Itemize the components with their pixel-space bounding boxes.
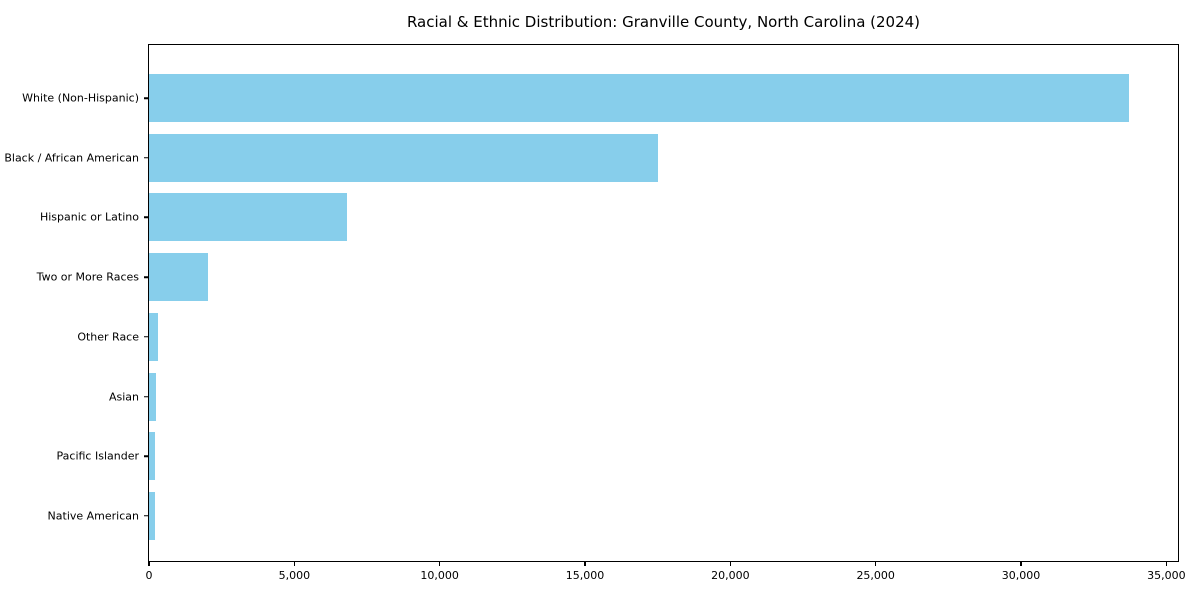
x-axis-tick-mark [293, 561, 296, 566]
x-axis-tick-label: 0 [145, 569, 153, 582]
x-axis-tick-label: 5,000 [278, 569, 311, 582]
category-label: Black / African American [4, 151, 139, 165]
bar-two-or-more-races [149, 253, 208, 302]
chart-title: Racial & Ethnic Distribution: Granville … [406, 13, 921, 31]
bar-row: Native American [48, 491, 1178, 540]
category-label: Other Race [77, 330, 139, 344]
bar-row: Pacific Islander [57, 432, 1178, 481]
x-axis-tick-label: 20,000 [711, 569, 750, 582]
category-label: Asian [108, 390, 139, 404]
y-axis-tick-mark [144, 336, 149, 338]
bar-hispanic-or-latino [149, 193, 347, 242]
y-axis-tick-mark [144, 216, 149, 219]
x-axis-tick-mark [1020, 561, 1022, 566]
bar-row: White (Non-Hispanic) [22, 74, 1178, 122]
y-axis-tick-mark [144, 276, 149, 278]
bar-row: Hispanic or Latino [40, 193, 1178, 242]
x-axis-tick-mark [729, 561, 732, 566]
category-label: Hispanic or Latino [39, 210, 139, 224]
bar-row: Asian [109, 372, 1178, 421]
y-axis-tick-mark [144, 156, 149, 159]
y-axis-tick-mark [144, 515, 149, 517]
bar-other-race [149, 312, 158, 361]
bar-white-non-hispanic [149, 74, 1129, 122]
bar-pacific-islander [149, 432, 156, 481]
y-axis-tick-mark [144, 395, 149, 398]
category-label: Native American [47, 509, 139, 523]
x-axis-tick-mark [874, 561, 877, 566]
bar-asian [149, 372, 157, 421]
category-label: White (Non-Hispanic) [22, 91, 139, 105]
x-axis-tick-mark [584, 561, 586, 566]
x-axis-tick-label: 15,000 [565, 569, 605, 582]
x-axis-tick-mark [438, 561, 441, 566]
bar-row: Other Race [77, 312, 1178, 361]
x-axis-tick-label: 30,000 [1001, 569, 1041, 582]
plot-area: White (Non-Hispanic) Black / African Amer… [4, 44, 1186, 582]
x-axis-tick-mark [148, 561, 150, 566]
bar-row: Two or More Races [37, 253, 1178, 302]
bar-row: Black / African American [4, 133, 1178, 182]
bar-native-american [149, 491, 155, 540]
x-axis-tick-label: 25,000 [856, 569, 895, 582]
y-axis-tick-mark [144, 455, 149, 457]
y-axis-tick-mark [144, 97, 149, 99]
category-label: Pacific Islander [56, 449, 139, 463]
x-axis-tick-label: 35,000 [1147, 569, 1186, 582]
x-axis-tick-label: 10,000 [420, 569, 459, 582]
bar-black-african-american [149, 133, 658, 182]
category-label: Two or More Races [36, 270, 139, 284]
x-axis-tick-mark [1165, 561, 1168, 566]
